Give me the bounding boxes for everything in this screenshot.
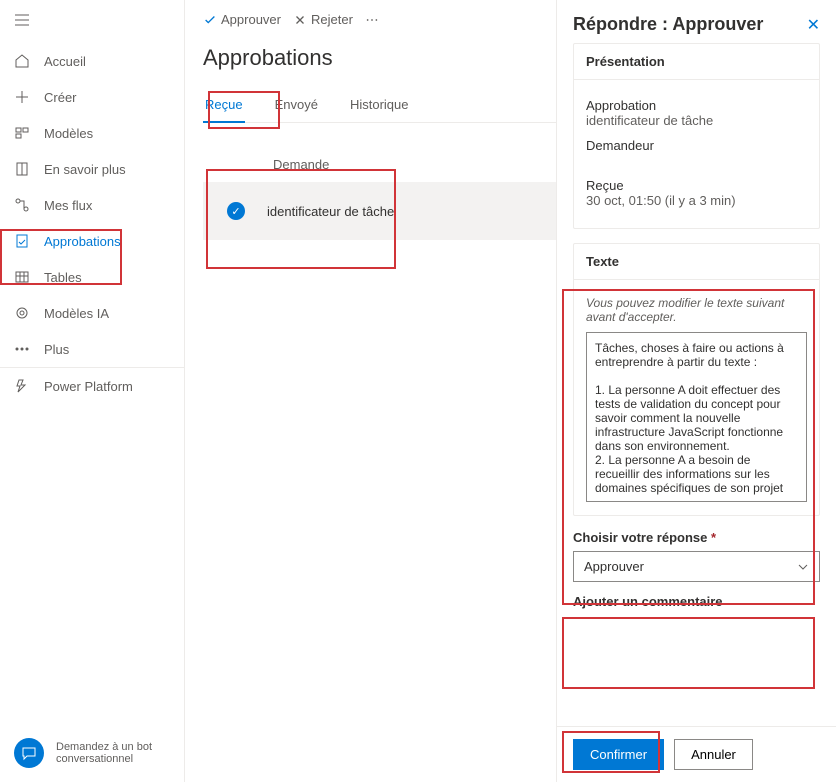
sidebar: Accueil Créer Modèles En savoir plus Mes… (0, 0, 185, 782)
tab-received[interactable]: Reçue (203, 89, 245, 122)
approvals-icon (14, 233, 30, 249)
more-icon (14, 341, 30, 357)
presentation-heading: Présentation (574, 44, 819, 80)
x-icon (293, 13, 307, 27)
cancel-button[interactable]: Annuler (674, 739, 753, 770)
toolbar-more[interactable] (365, 13, 379, 27)
reject-label: Rejeter (311, 12, 353, 27)
respond-panel: Répondre : Approuver ✕ Présentation Appr… (556, 0, 836, 782)
ai-icon (14, 305, 30, 321)
presentation-card: Présentation Approbation identificateur … (573, 43, 820, 229)
chat-prompt-text: Demandez à un bot conversationnel (56, 741, 170, 765)
sidebar-item-aimodels[interactable]: Modèles IA (0, 295, 184, 331)
sidebar-item-label: Power Platform (44, 379, 133, 394)
received-label: Reçue (586, 178, 807, 193)
sidebar-item-label: Créer (44, 90, 77, 105)
tab-sent[interactable]: Envoyé (273, 89, 320, 122)
response-textarea[interactable] (586, 332, 807, 502)
sidebar-item-myflows[interactable]: Mes flux (0, 187, 184, 223)
text-helper: Vous pouvez modifier le texte suivant av… (586, 296, 807, 324)
choose-response-label: Choisir votre réponse * (573, 530, 820, 545)
required-star: * (711, 530, 716, 545)
book-icon (14, 161, 30, 177)
sidebar-item-label: Approbations (44, 234, 121, 249)
requester-label: Demandeur (586, 138, 807, 153)
hamburger-icon (14, 12, 30, 28)
text-card: Texte Vous pouvez modifier le texte suiv… (573, 243, 820, 516)
response-select[interactable]: Approuver (573, 551, 820, 582)
flow-icon (14, 197, 30, 213)
requester-value (586, 153, 807, 168)
approve-label: Approuver (221, 12, 281, 27)
sidebar-item-create[interactable]: Créer (0, 79, 184, 115)
power-platform-icon (14, 378, 30, 394)
approval-value: identificateur de tâche (586, 113, 807, 128)
sidebar-item-approvals[interactable]: Approbations (0, 223, 184, 259)
panel-title: Répondre : Approuver (573, 14, 763, 35)
sidebar-item-learn[interactable]: En savoir plus (0, 151, 184, 187)
sidebar-item-tables[interactable]: Tables (0, 259, 184, 295)
templates-icon (14, 125, 30, 141)
approval-label: Approbation (586, 98, 807, 113)
sidebar-item-templates[interactable]: Modèles (0, 115, 184, 151)
row-check-icon: ✓ (227, 202, 245, 220)
chevron-down-icon (797, 561, 809, 573)
sidebar-item-label: Tables (44, 270, 82, 285)
chat-bot-prompt[interactable]: Demandez à un bot conversationnel (0, 724, 184, 782)
text-section-heading: Texte (574, 244, 819, 280)
sidebar-item-label: Accueil (44, 54, 86, 69)
row-request-name: identificateur de tâche (267, 204, 394, 219)
home-icon (14, 53, 30, 69)
check-icon (203, 13, 217, 27)
sidebar-item-more[interactable]: Plus (0, 331, 184, 367)
sidebar-item-label: Plus (44, 342, 69, 357)
main-area: Approuver Rejeter Approbations Reçue Env… (185, 0, 836, 782)
sidebar-item-label: En savoir plus (44, 162, 126, 177)
tables-icon (14, 269, 30, 285)
sidebar-item-label: Modèles (44, 126, 93, 141)
plus-icon (14, 89, 30, 105)
ellipsis-icon (365, 13, 379, 27)
approve-button[interactable]: Approuver (203, 12, 281, 27)
chat-icon (14, 738, 44, 768)
menu-toggle[interactable] (0, 0, 184, 43)
close-icon[interactable]: ✕ (807, 15, 820, 35)
reject-button[interactable]: Rejeter (293, 12, 353, 27)
comment-label: Ajouter un commentaire (573, 594, 820, 609)
received-value: 30 oct, 01:50 (il y a 3 min) (586, 193, 807, 208)
confirm-button[interactable]: Confirmer (573, 739, 664, 770)
sidebar-item-home[interactable]: Accueil (0, 43, 184, 79)
sidebar-item-label: Mes flux (44, 198, 92, 213)
sidebar-item-label: Modèles IA (44, 306, 109, 321)
sidebar-item-power-platform[interactable]: Power Platform (0, 368, 184, 404)
tab-history[interactable]: Historique (348, 89, 411, 122)
select-value: Approuver (584, 559, 644, 574)
